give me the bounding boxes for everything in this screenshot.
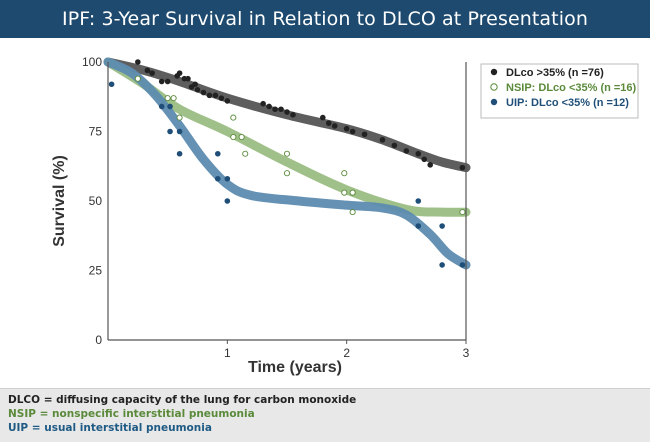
point-uip-below-35 <box>167 103 173 110</box>
y-tick-label: 0 <box>95 333 102 347</box>
y-tick-label: 25 <box>89 264 103 278</box>
point-nsip-below-35 <box>242 150 249 157</box>
point-dlco-above-35 <box>391 142 398 149</box>
x-axis-title: Time (years) <box>248 359 342 376</box>
point-nsip-below-35 <box>134 75 141 82</box>
point-uip-below-35 <box>224 198 231 204</box>
point-dlco-above-35 <box>218 95 225 101</box>
point-nsip-below-35 <box>170 95 177 102</box>
point-uip-below-35 <box>415 198 422 204</box>
point-dlco-above-35 <box>325 120 332 126</box>
legend-marker-dlco-above-35 <box>490 68 498 76</box>
footnote-dlco: DLCO = diffusing capacity of the lung fo… <box>8 394 357 406</box>
point-dlco-above-35 <box>144 67 151 74</box>
point-dlco-above-35 <box>331 123 338 129</box>
point-dlco-above-35 <box>403 148 410 154</box>
fitted-curves <box>103 57 471 270</box>
y-tick-label: 75 <box>89 125 103 139</box>
point-dlco-above-35 <box>421 156 428 163</box>
point-nsip-below-35 <box>230 134 237 141</box>
point-dlco-above-35 <box>290 112 296 118</box>
x-tick-label: 2 <box>343 346 350 360</box>
point-dlco-above-35 <box>192 81 198 88</box>
point-nsip-below-35 <box>341 170 348 177</box>
point-nsip-below-35 <box>349 189 356 196</box>
point-dlco-above-35 <box>278 106 284 113</box>
point-uip-below-35 <box>108 81 115 88</box>
point-dlco-above-35 <box>349 128 356 135</box>
legend-label-nsip-below-35: NSIP: DLco <35% (n =16) <box>506 82 637 94</box>
footnote-uip: UIP = usual interstitial pneumonia <box>8 422 212 434</box>
point-uip-below-35 <box>214 175 221 182</box>
point-uip-below-35 <box>439 262 445 268</box>
point-dlco-above-35 <box>415 150 422 157</box>
data-points <box>108 59 466 268</box>
point-dlco-above-35 <box>164 78 171 85</box>
point-nsip-below-35 <box>283 150 291 157</box>
legend-marker-uip-below-35 <box>490 98 498 106</box>
curve-uip-below-35 <box>103 57 471 270</box>
point-dlco-above-35 <box>427 162 434 168</box>
chart-title-bar: IPF: 3-Year Survival in Relation to DLCO… <box>0 0 650 38</box>
x-tick-label: 3 <box>463 346 470 360</box>
point-nsip-below-35 <box>164 95 171 102</box>
point-dlco-above-35 <box>343 125 350 132</box>
point-dlco-above-35 <box>260 100 266 107</box>
chart-area: 0 25 50 75 100 1 2 3 Time (years) Survival (%) … <box>0 38 650 384</box>
point-nsip-below-35 <box>459 209 466 216</box>
point-nsip-below-35 <box>230 114 237 121</box>
legend: DLco >35% (n =76) NSIP: DLco <35% (n =16)… <box>480 63 639 119</box>
point-nsip-below-35 <box>341 189 348 196</box>
legend-marker-nsip-below-35 <box>490 83 498 91</box>
chart-title: IPF: 3-Year Survival in Relation to DLCO… <box>62 8 588 30</box>
curve-dlco-above-35 <box>103 57 471 173</box>
tick-labels: 0 25 50 75 100 1 2 3 <box>82 55 470 360</box>
y-tick-label: 100 <box>82 55 102 69</box>
point-uip-below-35 <box>214 150 221 157</box>
point-uip-below-35 <box>167 128 173 135</box>
point-dlco-above-35 <box>361 131 368 138</box>
legend-label-dlco-above-35: DLco >35% (n =76) <box>506 67 604 79</box>
point-dlco-above-35 <box>272 106 278 113</box>
point-uip-below-35 <box>459 262 466 268</box>
point-dlco-above-35 <box>200 89 207 96</box>
point-dlco-above-35 <box>185 75 191 82</box>
point-uip-below-35 <box>415 223 422 229</box>
axes <box>107 62 467 341</box>
legend-box <box>480 63 639 119</box>
point-dlco-above-35 <box>379 137 386 143</box>
footnote-nsip: NSIP = nonspecific interstitial pneumoni… <box>8 408 255 420</box>
y-tick-label: 50 <box>89 194 103 208</box>
y-axis-title: Survival (%) <box>51 155 68 247</box>
point-dlco-above-35 <box>266 103 272 110</box>
curve-nsip-below-35 <box>103 57 471 217</box>
point-dlco-above-35 <box>284 109 290 115</box>
point-nsip-below-35 <box>238 134 245 141</box>
point-dlco-above-35 <box>176 70 183 76</box>
legend-label-uip-below-35: UIP: DLco <35% (n =12) <box>506 97 629 109</box>
point-nsip-below-35 <box>176 114 183 121</box>
point-dlco-above-35 <box>320 114 326 121</box>
point-nsip-below-35 <box>283 170 291 177</box>
point-dlco-above-35 <box>158 78 165 85</box>
footnotes: DLCO = diffusing capacity of the lung fo… <box>0 388 650 442</box>
point-uip-below-35 <box>176 128 183 135</box>
point-dlco-above-35 <box>212 92 219 99</box>
point-dlco-above-35 <box>206 92 213 99</box>
point-uip-below-35 <box>439 223 445 229</box>
point-uip-below-35 <box>176 150 183 157</box>
point-dlco-above-35 <box>149 70 155 76</box>
point-nsip-below-35 <box>349 209 356 216</box>
point-dlco-above-35 <box>135 59 141 65</box>
point-uip-below-35 <box>224 175 231 182</box>
point-dlco-above-35 <box>459 164 466 171</box>
point-uip-below-35 <box>158 103 165 110</box>
point-dlco-above-35 <box>194 87 201 93</box>
x-tick-label: 1 <box>224 346 231 360</box>
point-dlco-above-35 <box>224 98 231 104</box>
